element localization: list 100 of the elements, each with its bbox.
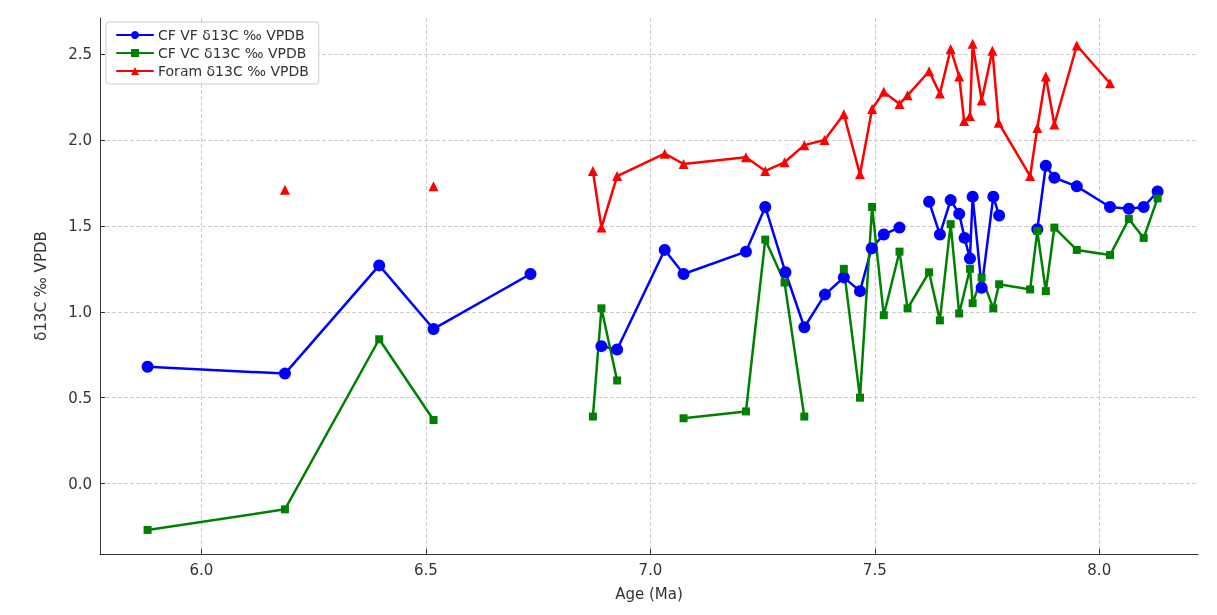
- point: [678, 159, 689, 170]
- y-tick-label: 1.5: [68, 216, 92, 235]
- point: [597, 304, 606, 313]
- point: [989, 304, 998, 313]
- point: [1122, 202, 1135, 215]
- point: [375, 335, 384, 344]
- x-tick-label: 6.5: [413, 560, 438, 579]
- point: [853, 285, 866, 298]
- point: [903, 304, 912, 313]
- x-axis-title: Age (Ma): [615, 584, 683, 603]
- point: [963, 252, 976, 265]
- point: [967, 38, 978, 49]
- point: [935, 316, 944, 325]
- point: [280, 505, 289, 514]
- point: [427, 322, 440, 335]
- point: [1137, 200, 1150, 213]
- point: [977, 273, 986, 282]
- point: [1048, 171, 1061, 184]
- point: [959, 116, 970, 127]
- y-axis-title: δ13C ‰ VPDB: [31, 231, 50, 341]
- y-tick-label: 2.0: [68, 130, 92, 149]
- point: [1071, 40, 1082, 51]
- legend-label: CF VC δ13C ‰ VPDB: [158, 45, 307, 61]
- point: [779, 266, 792, 279]
- point: [923, 195, 936, 208]
- point: [595, 340, 608, 353]
- point: [1039, 159, 1052, 172]
- point: [1124, 215, 1133, 223]
- legend-label: Foram δ13C ‰ VPDB: [158, 63, 309, 79]
- point: [894, 98, 905, 109]
- point: [1153, 194, 1162, 203]
- x-tick-label: 6.0: [189, 560, 214, 579]
- point: [995, 280, 1004, 289]
- point: [965, 264, 974, 273]
- point: [818, 288, 831, 301]
- point: [428, 181, 439, 192]
- point: [779, 157, 790, 168]
- point: [925, 268, 934, 277]
- point: [1032, 122, 1043, 133]
- point: [855, 393, 864, 402]
- point: [879, 311, 888, 320]
- point: [958, 231, 971, 244]
- point: [739, 245, 752, 258]
- point: [588, 412, 597, 421]
- point: [741, 407, 750, 416]
- point: [975, 281, 988, 294]
- point: [141, 360, 154, 373]
- point: [143, 525, 152, 534]
- point: [613, 376, 622, 385]
- point: [798, 321, 811, 334]
- point: [1105, 78, 1116, 89]
- point: [895, 247, 904, 256]
- point: [612, 171, 623, 182]
- point: [761, 235, 770, 244]
- point: [893, 221, 906, 234]
- point: [877, 228, 890, 241]
- point: [944, 194, 957, 207]
- point: [868, 202, 877, 211]
- point: [759, 200, 772, 213]
- point: [839, 264, 848, 273]
- point: [587, 165, 598, 176]
- point: [799, 140, 810, 151]
- point: [933, 228, 946, 241]
- point: [1026, 285, 1035, 294]
- x-tick-label: 8.0: [1087, 560, 1112, 579]
- point: [924, 66, 935, 77]
- point: [902, 90, 913, 101]
- point: [429, 416, 438, 424]
- point: [800, 412, 809, 421]
- point: [1033, 227, 1042, 236]
- point: [993, 209, 1006, 222]
- point: [987, 190, 1000, 203]
- point: [1106, 251, 1115, 260]
- point: [1050, 223, 1059, 232]
- point: [955, 309, 964, 318]
- point: [1072, 245, 1081, 254]
- point: [1040, 71, 1051, 82]
- point: [953, 207, 966, 220]
- point: [780, 278, 789, 287]
- point: [934, 88, 945, 99]
- point: [993, 117, 1004, 128]
- point: [740, 152, 751, 163]
- point: [867, 104, 878, 115]
- point: [945, 43, 956, 54]
- point: [658, 243, 671, 256]
- point: [987, 45, 998, 56]
- point: [946, 220, 955, 229]
- point: [1041, 287, 1050, 296]
- y-tick-label: 0.0: [68, 474, 92, 493]
- x-tick-label: 7.5: [862, 560, 887, 579]
- point: [954, 71, 965, 82]
- y-tick-label: 2.5: [68, 45, 92, 64]
- point: [1025, 171, 1036, 182]
- point: [373, 259, 386, 272]
- y-tick-label: 0.5: [68, 388, 92, 407]
- legend-label: CF VF δ13C ‰ VPDB: [158, 27, 305, 43]
- point: [677, 267, 690, 280]
- point: [611, 343, 624, 356]
- point: [968, 299, 977, 308]
- point: [679, 414, 688, 423]
